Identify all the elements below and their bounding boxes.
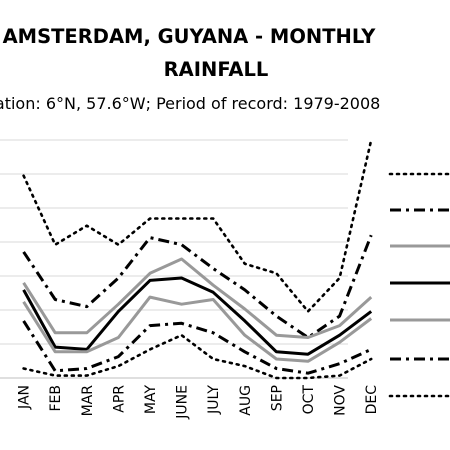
x-tick-label: MAR xyxy=(80,385,96,417)
x-tick-label: FEB xyxy=(48,385,64,412)
x-axis-labels: JAN FEB MAR APR MAY JUNE JULY AUG SEP OCT NOV DEC xyxy=(17,385,381,420)
x-tick-label: APR xyxy=(111,385,127,413)
series-line-4 xyxy=(22,276,373,356)
series-line-7 xyxy=(22,333,373,380)
x-tick-label: OCT xyxy=(301,385,317,415)
series-layer xyxy=(22,138,373,380)
legend xyxy=(388,172,450,398)
x-tick-label: NOV xyxy=(333,385,349,416)
chart-title-line2: RAINFALL xyxy=(164,58,269,81)
x-tick-label: SEP xyxy=(269,385,285,411)
x-tick-label: DEC xyxy=(364,385,380,415)
x-tick-label: MAY xyxy=(143,385,159,415)
series-line-1 xyxy=(22,138,373,313)
x-tick-label: AUG xyxy=(238,385,254,416)
x-tick-label: JAN xyxy=(17,385,33,410)
chart-title-line1: NEW AMSTERDAM, GUYANA - MONTHLY xyxy=(0,25,376,48)
x-tick-label: JULY xyxy=(206,385,222,415)
x-tick-label: JUNE xyxy=(175,385,191,420)
series-line-3 xyxy=(22,257,373,339)
chart-subtitle: Location: 6°N, 57.6°W; Period of record:… xyxy=(0,94,380,113)
series-line-5 xyxy=(22,295,373,363)
series-line-6 xyxy=(22,320,372,375)
